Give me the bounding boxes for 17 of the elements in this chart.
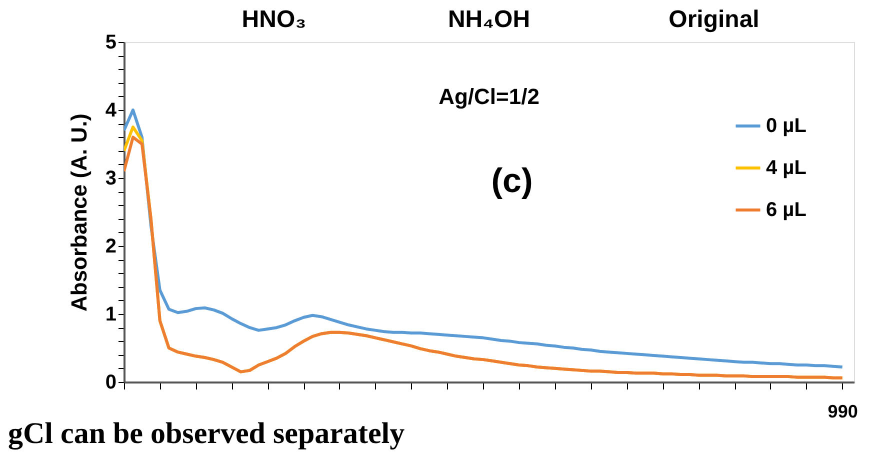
text: Original — [668, 6, 760, 33]
y-tick-label: 5 — [105, 32, 116, 54]
annotation: (c) — [491, 162, 533, 200]
legend-label: 4 µL — [766, 157, 806, 179]
y-axis-title: Absorbance (A. U.) — [66, 113, 92, 312]
text: NH₄OH — [448, 6, 530, 33]
y-tick-label: 0 — [105, 372, 116, 394]
y-tick-label: 2 — [105, 236, 116, 258]
y-tick-label: 3 — [105, 168, 116, 190]
legend-label: 6 µL — [766, 199, 806, 221]
y-tick-label: 1 — [105, 304, 116, 326]
annotation: Ag/Cl=1/2 — [438, 84, 540, 109]
x-tick-label: 990 — [828, 402, 858, 422]
y-tick-label: 4 — [105, 100, 118, 122]
text: HNO₃ — [242, 6, 306, 33]
legend-label: 0 µL — [766, 115, 806, 137]
text: gCl can be observed separately — [8, 417, 405, 450]
